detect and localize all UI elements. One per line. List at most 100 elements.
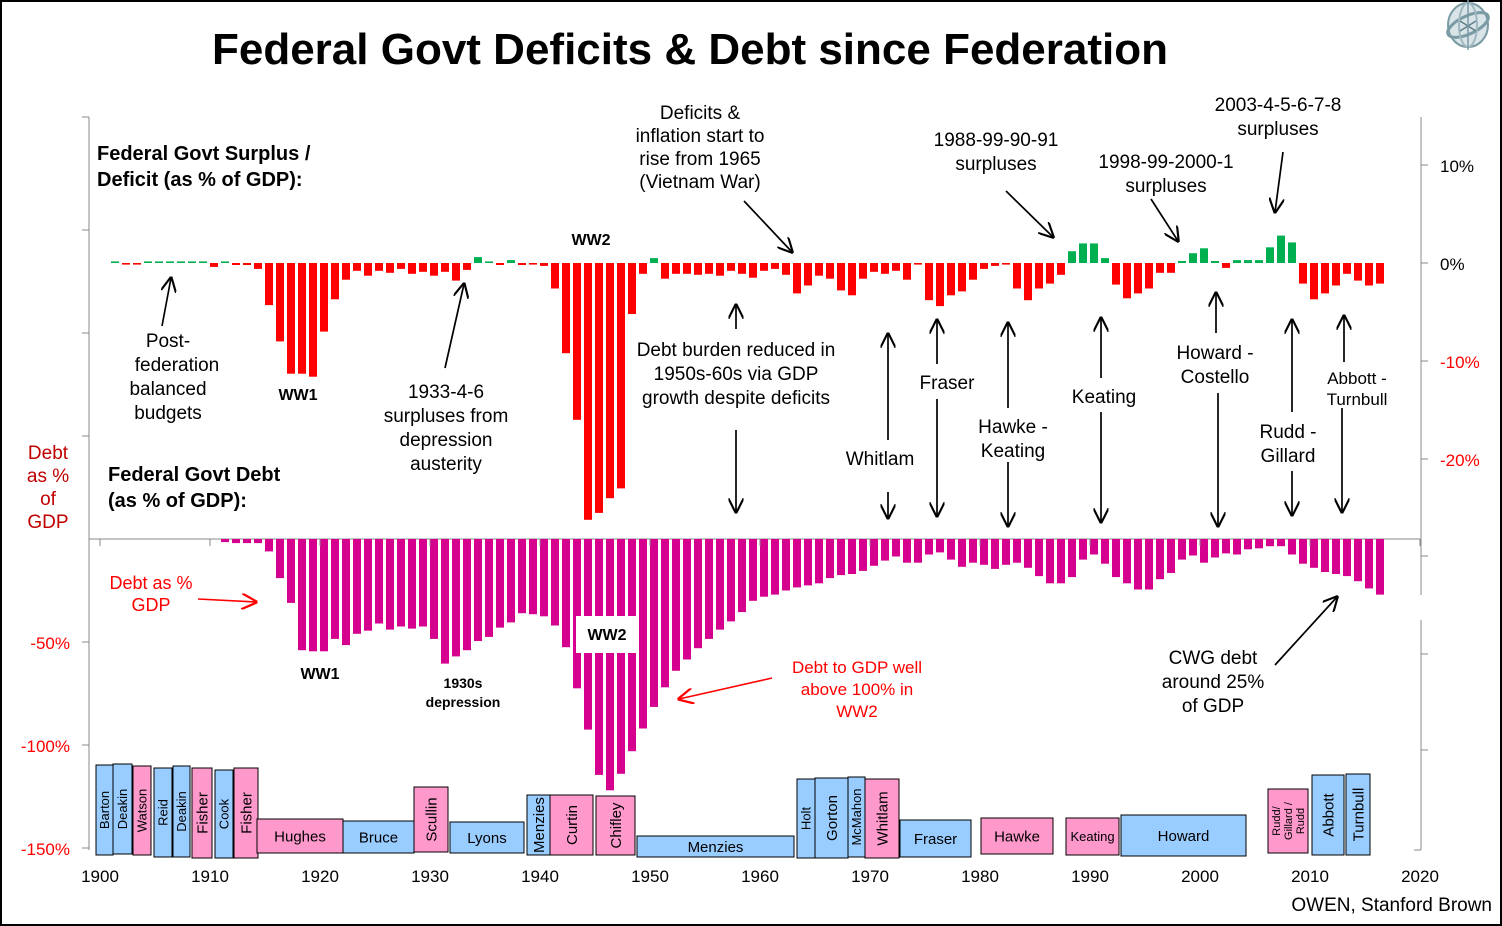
deficit-bar xyxy=(925,263,933,301)
debt-bar xyxy=(1288,539,1296,555)
pm-name: Deakin xyxy=(115,789,130,829)
debt-bar xyxy=(408,539,416,629)
deficit-bar xyxy=(375,263,383,271)
arrow-icon xyxy=(197,599,256,602)
pm-name: Watson xyxy=(135,789,150,833)
annotation-line: Turnbull xyxy=(1327,390,1388,409)
deficit-bar xyxy=(320,263,328,332)
x-tick-label: 1910 xyxy=(191,867,229,886)
surplus-bar xyxy=(1090,243,1098,263)
debt-bar xyxy=(650,539,658,707)
pm-name: Fisher xyxy=(194,792,211,834)
annotation-line: budgets xyxy=(134,403,202,424)
debt-bar xyxy=(364,539,372,631)
pm-box-barton: Barton xyxy=(95,764,114,856)
surplus-bar xyxy=(1255,260,1263,263)
y-label-line: of xyxy=(40,489,57,510)
pm-name: Rudd xyxy=(1295,808,1307,834)
debt-bar xyxy=(1068,539,1076,578)
y-label-line: GDP xyxy=(27,512,68,533)
right-tick-label: 0% xyxy=(1440,255,1465,274)
debt-bar xyxy=(496,539,504,628)
deficit-bar xyxy=(1156,263,1164,273)
debt-bar xyxy=(243,539,251,544)
surplus-bar xyxy=(221,261,229,263)
surplus-bar xyxy=(507,260,515,263)
x-tick-label: 1990 xyxy=(1071,867,1109,886)
debt-bar xyxy=(606,539,614,791)
deficit-bar xyxy=(133,263,141,265)
pm-name: Whitlam xyxy=(874,791,891,845)
debt-bar xyxy=(1200,539,1208,563)
annotation-line: surpluses from xyxy=(384,406,509,427)
x-tick-label: 1970 xyxy=(851,867,889,886)
deficit-bars xyxy=(111,235,1384,520)
arrow-icon xyxy=(1005,190,1053,237)
pm-name: Barton xyxy=(97,791,112,829)
deficit-bar xyxy=(672,263,680,274)
debt-bar xyxy=(430,539,438,639)
right-tick-label: -10% xyxy=(1440,353,1480,372)
surplus-bar xyxy=(650,258,658,263)
deficit-bar xyxy=(870,263,878,272)
pm-box-rect xyxy=(191,767,213,859)
debt-bar xyxy=(353,539,361,634)
deficit-bar xyxy=(210,263,218,267)
deficit-bar xyxy=(1024,263,1032,301)
deficit-bar xyxy=(1299,263,1307,284)
debt-bar xyxy=(331,539,339,639)
deficit-bar xyxy=(1332,263,1340,286)
annotation-line: Costello xyxy=(1181,367,1250,388)
source-credit: OWEN, Stanford Brown xyxy=(1291,895,1492,916)
deficit-section-title: Deficit (as % of GDP): xyxy=(97,169,303,191)
deficit-section-title: Federal Govt Surplus / xyxy=(97,143,311,165)
debt-bar xyxy=(936,539,944,553)
pm-box-rect xyxy=(1065,817,1120,856)
debt-bar xyxy=(397,539,405,627)
pm-box-hawke: Hawke xyxy=(980,817,1054,855)
annotation-line: above 100% in xyxy=(801,680,913,699)
debt-bar xyxy=(991,539,999,569)
debt-bar xyxy=(221,539,229,543)
deficit-bar xyxy=(309,263,317,377)
surplus-bar xyxy=(1079,243,1087,263)
debt-section-title: Federal Govt Debt xyxy=(108,464,281,486)
debt-bar xyxy=(1024,539,1032,568)
pm-box-rect xyxy=(214,769,234,859)
deficit-bar xyxy=(914,263,922,265)
pm-box-fisher: Fisher xyxy=(191,767,213,859)
debt-bar xyxy=(309,539,317,652)
debt-bar xyxy=(562,539,570,648)
pm-box-rect xyxy=(112,763,133,855)
debt-bar xyxy=(1057,539,1065,584)
pm-box-holt: Holt xyxy=(796,778,816,859)
deficit-bar xyxy=(1123,263,1131,299)
debt-bar xyxy=(419,539,427,627)
debt-annotations: Debt as % GDP WW1 1930s depression Debt … xyxy=(109,573,1264,721)
debt-section-title: (as % of GDP): xyxy=(108,490,247,512)
surplus-bar xyxy=(1068,251,1076,263)
deficit-bar xyxy=(441,263,449,272)
debt-bar xyxy=(1123,539,1131,584)
pm-box-abbott: Abbott xyxy=(1311,774,1345,856)
debt-bar xyxy=(804,539,812,586)
deficit-bar xyxy=(298,263,306,374)
annotation-line: Post- xyxy=(146,331,190,352)
debt-bar xyxy=(617,539,625,774)
pm-box-gorton: Gorton xyxy=(814,777,849,859)
left-tick-label: -150% xyxy=(21,840,70,859)
deficit-bar xyxy=(1046,263,1054,284)
surplus-bar xyxy=(111,261,119,263)
debt-bar xyxy=(518,539,526,614)
debt-bar xyxy=(1112,539,1120,578)
debt-bar xyxy=(661,539,669,688)
debt-bar xyxy=(683,539,691,660)
surplus-bar xyxy=(177,261,185,263)
x-tick-label: 1940 xyxy=(521,867,559,886)
deficit-bar xyxy=(716,263,724,276)
debt-bar xyxy=(958,539,966,567)
pm-name: Hughes xyxy=(274,828,326,845)
debt-bar xyxy=(639,539,647,729)
debt-bar xyxy=(727,539,735,622)
annotation-line: Deficits & xyxy=(660,103,741,124)
